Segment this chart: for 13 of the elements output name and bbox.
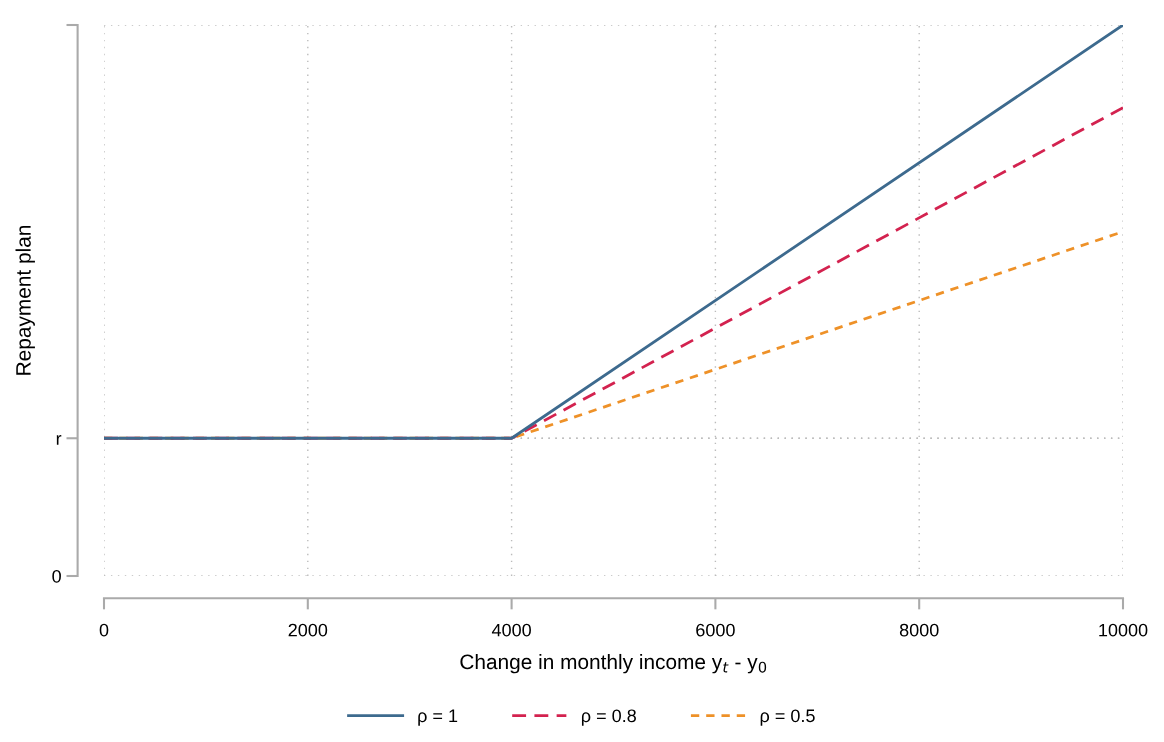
x-tick-label: 0 xyxy=(99,623,109,637)
legend-label: ρ = 0.5 xyxy=(760,709,815,726)
legend-label: ρ = 0.8 xyxy=(581,709,636,726)
x-tick-label: 8000 xyxy=(899,623,939,637)
x-tick-label: 2000 xyxy=(288,623,328,637)
text: 0 xyxy=(52,569,61,583)
ref-line-label: r xyxy=(56,435,62,445)
x-axis-title: Change in monthly income y$_{t}$ - y$_{0}$ xyxy=(460,653,767,674)
legend-label: ρ = 1 xyxy=(418,709,458,726)
x-tick-label: 4000 xyxy=(491,623,531,637)
y-axis-title: Repayment plan xyxy=(15,225,35,375)
x-tick-label: 6000 xyxy=(696,623,735,637)
x-tick-label: 10000 xyxy=(1099,623,1148,637)
